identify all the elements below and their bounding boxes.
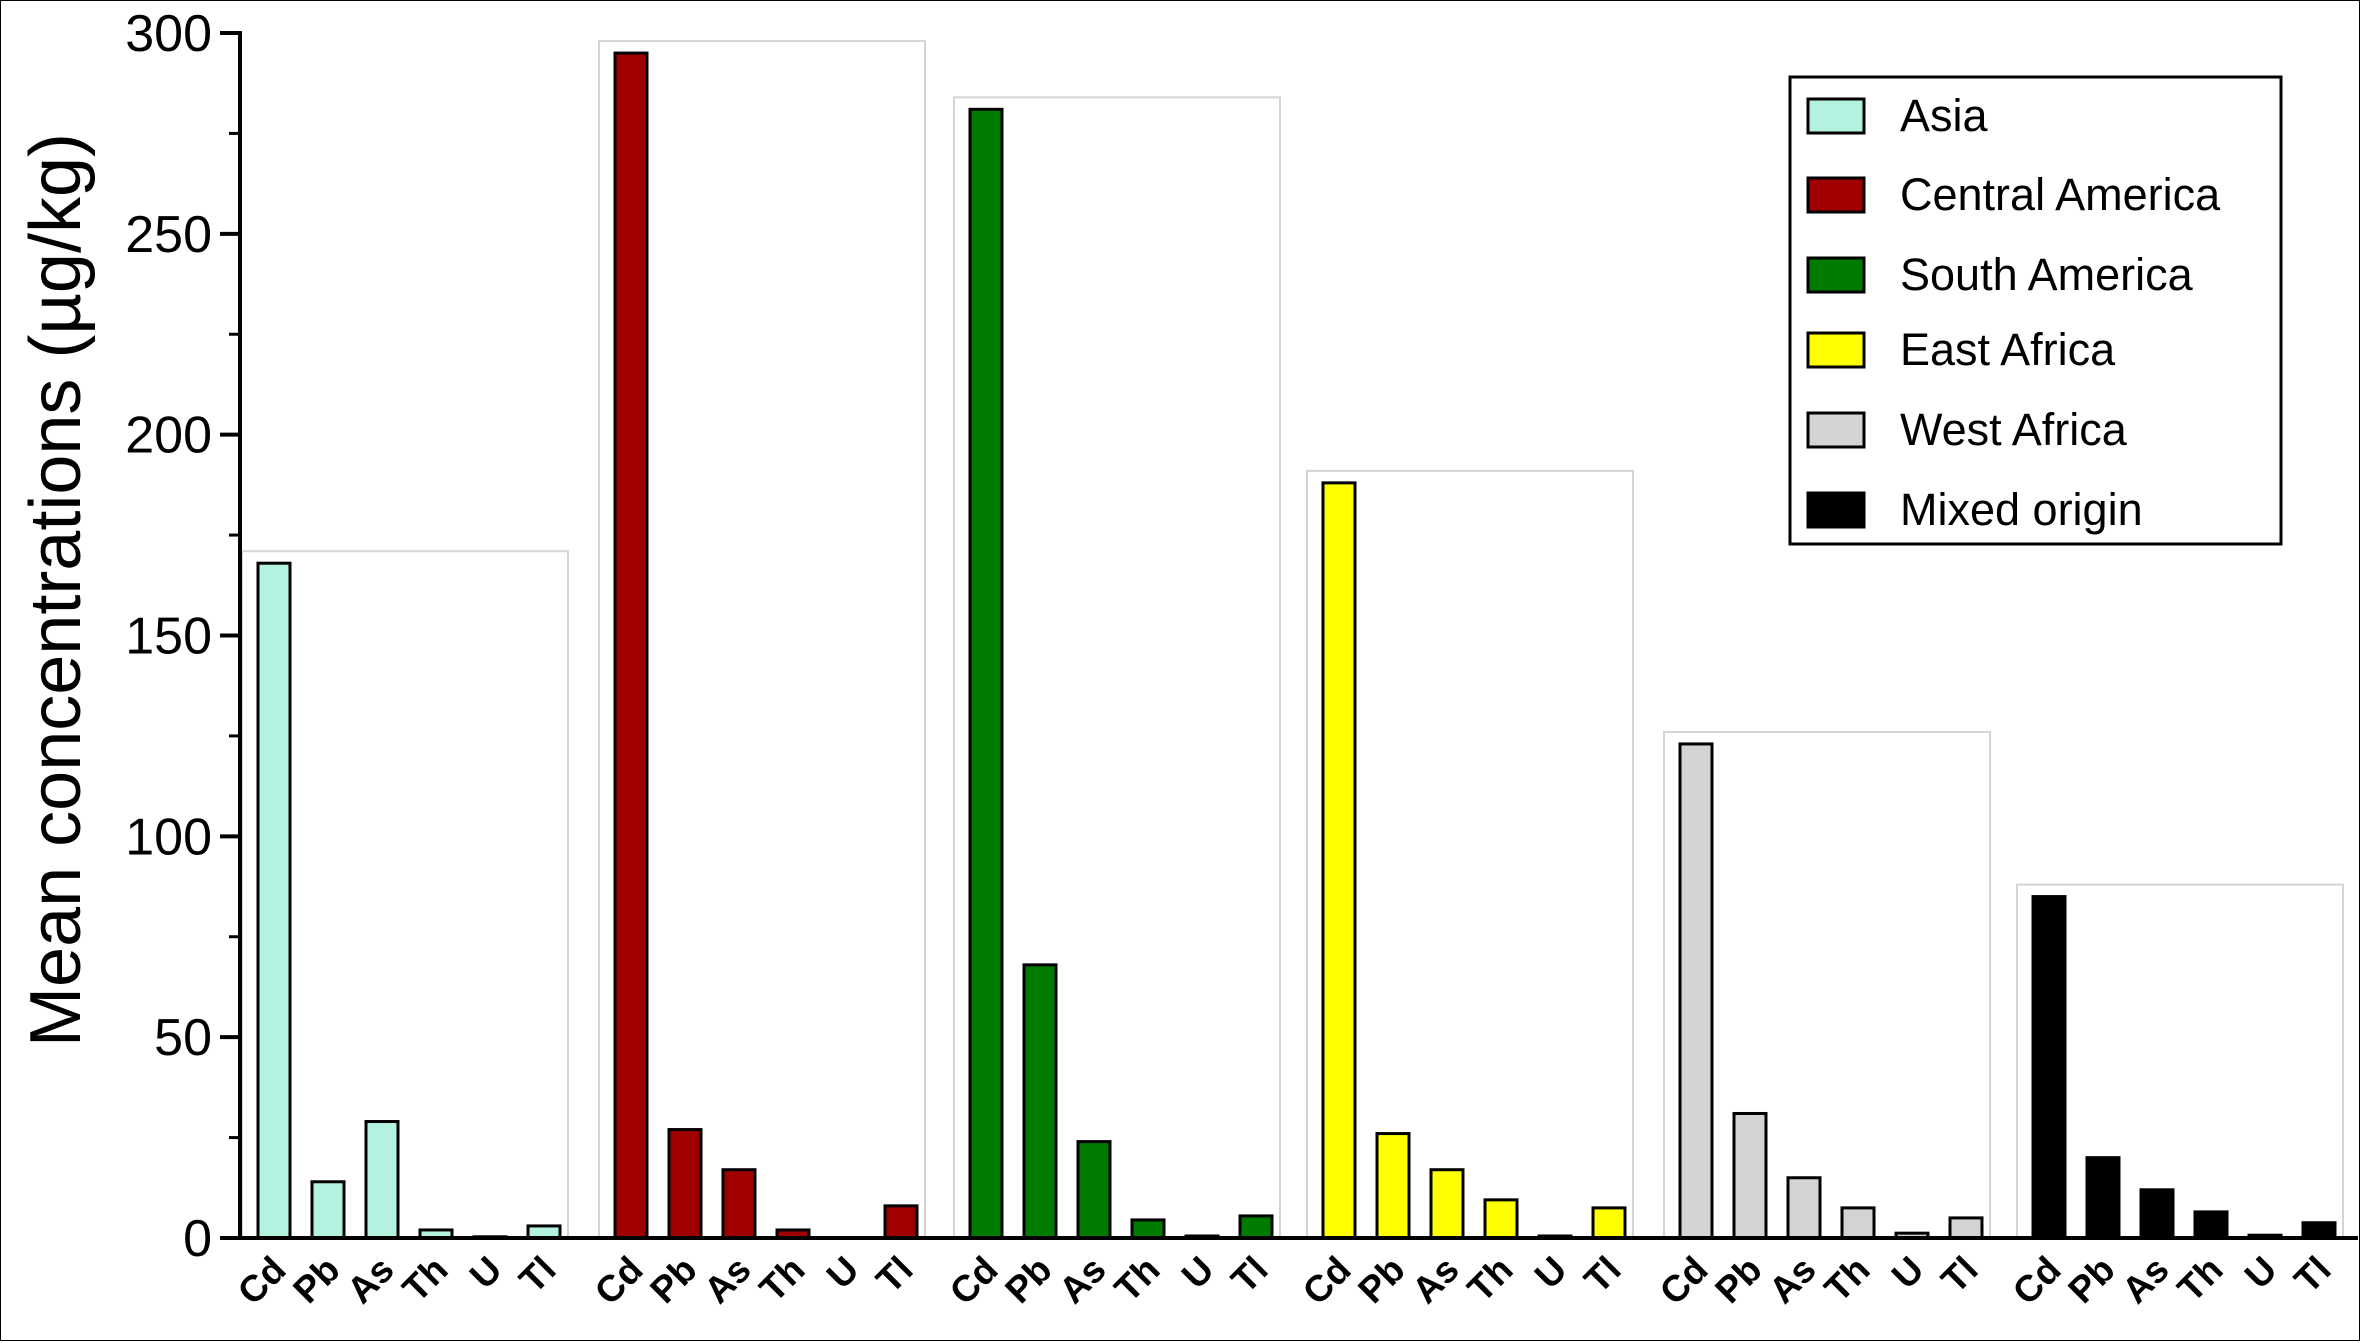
bar-2-Pb (1022, 963, 1058, 1240)
x-tick-label: As (1051, 1249, 1113, 1311)
bar-4-As (1786, 1176, 1822, 1240)
x-tick-label: Th (1817, 1249, 1878, 1310)
x-tick-label: Tl (2286, 1249, 2338, 1301)
x-tick-label: U (462, 1249, 510, 1297)
bar-1-Tl (883, 1204, 919, 1240)
x-tick-label: Th (395, 1249, 456, 1310)
legend-label: South America (1900, 249, 2194, 300)
x-tick-label: Tl (1576, 1249, 1628, 1301)
y-tick-label: 0 (183, 1210, 212, 1268)
x-tick-label: Cd (587, 1249, 651, 1313)
x-tick-label: Cd (1652, 1249, 1716, 1313)
y-tick-label: 200 (125, 407, 212, 465)
bar-2-Cd (968, 107, 1004, 1240)
legend-swatch (1806, 97, 1866, 135)
x-tick-label: Tl (511, 1249, 563, 1301)
y-ticks: 0 50 100 150 200 250 300 (125, 5, 240, 1268)
bar-5-As (2139, 1188, 2175, 1240)
bar-5-Pb (2085, 1156, 2121, 1240)
legend-box (1788, 75, 2283, 546)
bar-5-Th (2193, 1210, 2229, 1240)
legend-swatch (1806, 411, 1866, 449)
x-tick-label: U (1884, 1249, 1932, 1297)
bar-0-Pb (310, 1180, 346, 1240)
bar-2-Th (1130, 1218, 1166, 1240)
y-tick-label: 50 (154, 1009, 212, 1067)
bar-0-As (364, 1120, 400, 1240)
legend-swatch (1806, 331, 1866, 369)
legend-label: Asia (1900, 90, 1989, 141)
bars (256, 51, 2337, 1240)
legend-label: East Africa (1900, 324, 2116, 375)
x-tick-label: U (1174, 1249, 1222, 1297)
x-tick-label: Cd (2005, 1249, 2069, 1313)
legend-swatch (1806, 176, 1866, 214)
bar-4-Pb (1732, 1111, 1768, 1240)
x-tick-label: As (1404, 1249, 1466, 1311)
x-tick-label: As (696, 1249, 758, 1311)
x-tick-label: As (2114, 1249, 2176, 1311)
y-tick-label: 100 (125, 808, 212, 866)
x-tick-label: Tl (1223, 1249, 1275, 1301)
legend: Asia Central America South America East Afr… (1788, 75, 2283, 546)
bar-5-Cd (2031, 895, 2067, 1240)
bar-3-Th (1483, 1198, 1519, 1240)
bar-4-Th (1840, 1206, 1876, 1240)
bar-0-Cd (256, 561, 292, 1240)
legend-label: West Africa (1900, 404, 2128, 455)
bar-2-Tl (1238, 1214, 1274, 1240)
legend-label: Central America (1900, 169, 2221, 220)
x-tick-label: Pb (1707, 1249, 1769, 1311)
x-tick-label: Cd (1295, 1249, 1359, 1313)
x-tick-label: Th (1107, 1249, 1168, 1310)
x-tick-label: Pb (1350, 1249, 1412, 1311)
x-tick-label: Pb (642, 1249, 704, 1311)
bar-4-Cd (1678, 742, 1714, 1240)
bar-3-Pb (1375, 1132, 1411, 1240)
x-tick-label: U (1527, 1249, 1575, 1297)
bar-1-Cd (613, 51, 649, 1240)
x-tick-label: Cd (942, 1249, 1006, 1313)
bar-4-Tl (1948, 1216, 1984, 1240)
x-tick-label: Cd (230, 1249, 294, 1313)
legend-swatch (1806, 491, 1866, 529)
legend-label: Mixed origin (1900, 484, 2143, 535)
bar-1-Pb (667, 1128, 703, 1240)
legend-swatch (1806, 256, 1866, 294)
bar-2-As (1076, 1140, 1112, 1240)
bar-3-As (1429, 1168, 1465, 1240)
x-tick-label: As (1761, 1249, 1823, 1311)
bar-3-Cd (1321, 481, 1357, 1240)
bar-3-Tl (1591, 1206, 1627, 1240)
x-tick-label: U (819, 1249, 867, 1297)
y-tick-label: 150 (125, 608, 212, 666)
x-tick-label: U (2237, 1249, 2285, 1297)
x-tick-label: Th (1460, 1249, 1521, 1310)
bar-5-Tl (2301, 1221, 2337, 1240)
x-tick-label: As (339, 1249, 401, 1311)
bar-1-As (721, 1168, 757, 1240)
y-axis-title: Mean concentrations (µg/kg) (16, 133, 96, 1047)
x-tick-label: Tl (1933, 1249, 1985, 1301)
x-tick-label: Th (2170, 1249, 2231, 1310)
x-tick-label: Tl (868, 1249, 920, 1301)
x-tick-label: Pb (2060, 1249, 2122, 1311)
y-tick-label: 250 (125, 206, 212, 264)
x-tick-label: Th (752, 1249, 813, 1310)
y-tick-label: 300 (125, 5, 212, 63)
x-tick-label: Pb (285, 1249, 347, 1311)
x-tick-label: Pb (997, 1249, 1059, 1311)
